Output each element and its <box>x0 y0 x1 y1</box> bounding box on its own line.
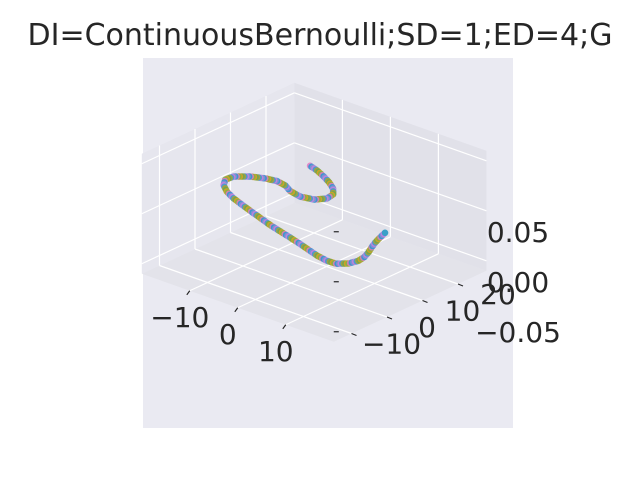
grid-x-floor <box>237 236 391 309</box>
grid-y-floor <box>194 248 388 318</box>
y-tick-mark <box>386 316 393 320</box>
x-tick-mark <box>234 307 239 313</box>
grid-x-floor <box>285 253 439 326</box>
data-point <box>381 229 389 237</box>
y-tick-mark <box>457 283 464 287</box>
grid-z-back <box>294 142 487 212</box>
z-tick-label: −0.05 <box>475 316 561 349</box>
z-tick-label: 0.05 <box>487 216 549 249</box>
chart-title: DI=ContinuousBernoulli;SD=1;ED=4;G <box>27 18 613 53</box>
x-axis-ticks: −10 0 10 <box>150 290 294 368</box>
grid-y-floor <box>265 215 459 285</box>
grid-x-floor <box>189 219 343 292</box>
grid-z-left <box>141 92 295 165</box>
y-axis-ticks: −100 10 20 <box>351 278 516 361</box>
x-tick-label: 0 <box>219 318 237 351</box>
data-points <box>220 162 389 268</box>
y-tick-label: −10 <box>362 328 421 361</box>
grid-lines <box>141 92 487 335</box>
grid-z-left <box>141 192 295 265</box>
y-tick-mark <box>351 332 357 337</box>
grid-z-left <box>141 142 295 215</box>
z-tick-label: 0.00 <box>487 266 549 299</box>
y-tick-label: 20 <box>480 278 516 311</box>
grid-y-floor <box>230 231 423 302</box>
grid-y-floor <box>159 264 352 335</box>
y-tick-label: 0 <box>418 311 436 344</box>
x-tick-label: −10 <box>150 301 209 334</box>
grid-z-back <box>294 92 487 162</box>
grid-z-back <box>294 192 487 262</box>
x-tick-label: 10 <box>258 335 294 368</box>
x-tick-mark <box>282 324 287 330</box>
y-tick-mark <box>422 299 428 304</box>
x-tick-mark <box>186 290 191 296</box>
z-axis-ticks: −0.05 0.00 0.05 <box>333 216 561 349</box>
y-tick-label: 10 <box>445 295 481 328</box>
